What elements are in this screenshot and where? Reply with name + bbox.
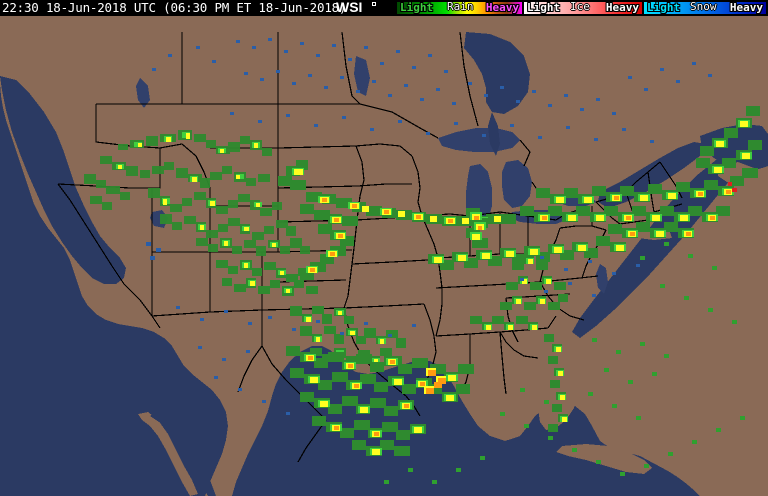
legend-rain-heavy-label: Heavy — [485, 1, 519, 14]
baja-california — [138, 412, 198, 496]
legend-rain: Light Heavy Rain — [397, 0, 522, 14]
legend-ice-title: Ice — [570, 0, 590, 13]
vancouver-island — [112, 38, 146, 78]
legend-snow: Light Heavy Snow — [644, 0, 766, 14]
radar-echoes-michigan — [466, 208, 488, 248]
legend-ice: Light Heavy Ice — [524, 0, 642, 14]
political-borders — [57, 31, 683, 463]
legend-snow-heavy-label: Heavy — [729, 1, 763, 14]
radar-echoes-offshore — [384, 242, 745, 484]
radar-echoes-northwest — [84, 130, 310, 256]
header-bar: 22:30 18-Jun-2018 UTC (06:30 PM ET 18-Ju… — [0, 0, 768, 16]
bahamas-3 — [622, 430, 646, 444]
chesapeake-bay — [596, 264, 608, 294]
legend-rain-light-label: Light — [400, 1, 434, 14]
lake-huron — [502, 160, 532, 208]
cuba — [556, 444, 652, 474]
radar-echoes-northeast — [428, 106, 762, 270]
hudson-bay — [464, 32, 530, 114]
legend-ice-heavy-label: Heavy — [605, 1, 639, 14]
lake-winnipeg — [354, 56, 370, 96]
timestamp-label: 22:30 18-Jun-2018 UTC (06:30 PM ET 18-Ju… — [2, 0, 347, 15]
lake-superior — [438, 128, 520, 152]
legend-snow-light-label: Light — [647, 1, 681, 14]
radar-echoes-gulf-coast — [286, 346, 474, 456]
radar-map[interactable] — [0, 16, 768, 496]
registered-mark-icon — [372, 2, 376, 6]
legend-ice-light-label: Light — [527, 1, 561, 14]
legend-snow-gradient — [644, 2, 766, 14]
bahamas-2 — [636, 384, 662, 402]
legend-rain-gradient — [397, 2, 522, 14]
radar-echoes-southeast — [470, 256, 568, 432]
legend-ice-gradient — [524, 2, 642, 14]
radar-echoes-scattered-snow — [146, 38, 712, 415]
james-bay-channel — [488, 112, 500, 156]
bahamas-4 — [664, 408, 690, 424]
legend-rain-title: Rain — [447, 0, 474, 13]
pacific-coastline-detail — [0, 76, 126, 284]
wsi-logo: WSI — [336, 0, 363, 15]
bahamas-1 — [612, 404, 636, 420]
legend-snow-title: Snow — [690, 0, 717, 13]
puget-sound-water — [136, 78, 150, 108]
gulf-of-california — [150, 410, 216, 496]
